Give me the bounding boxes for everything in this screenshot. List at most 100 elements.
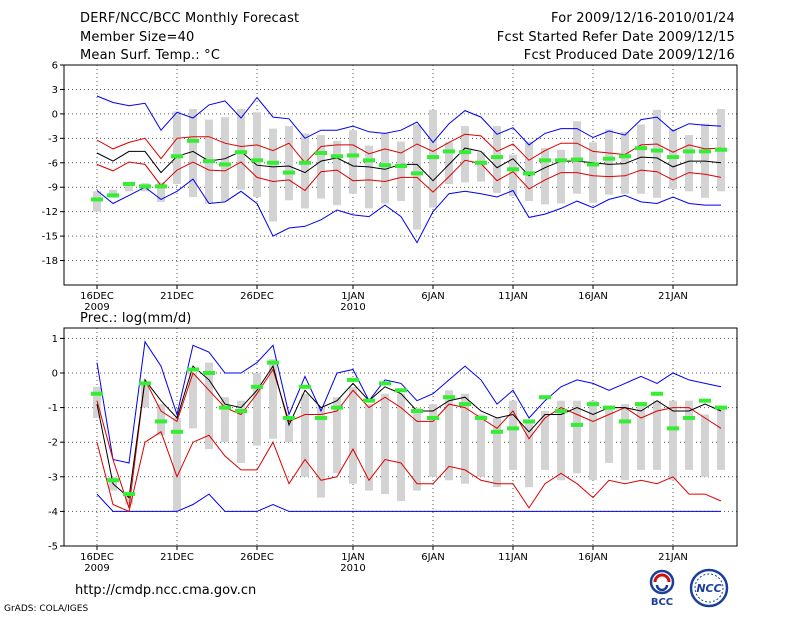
prec-max-line: [96, 340, 722, 464]
temp-marker: [331, 154, 343, 159]
temp-box: [621, 131, 629, 194]
prec-box: [269, 359, 277, 439]
temp-marker: [683, 149, 695, 154]
grads-credit: GrADS: COLA/IGES: [4, 604, 89, 614]
temp-marker: [267, 160, 279, 165]
temp-frame: [63, 64, 738, 286]
temp-marker: [459, 150, 471, 155]
temp-marker: [379, 163, 391, 168]
prec-marker: [667, 426, 679, 431]
prec-marker: [267, 360, 279, 365]
prec-ytick-label: 1: [52, 334, 58, 345]
temp-box: [525, 141, 533, 202]
prec-marker: [699, 398, 711, 403]
temp-box: [685, 135, 693, 192]
temp-box: [605, 129, 613, 195]
prec-box: [557, 400, 565, 481]
prec-box: [621, 404, 629, 481]
temp-min-line: [96, 178, 721, 244]
temp-box: [253, 112, 261, 197]
bcc-logo: BCC: [649, 569, 675, 608]
prec-box: [349, 386, 357, 484]
temp-marker: [507, 167, 519, 172]
temp-xtick-label: 1JAN: [341, 291, 364, 302]
temp-box: [333, 140, 341, 206]
prec-box: [589, 400, 597, 481]
prec-marker: [379, 381, 391, 386]
forecast-start-date: Fcst Started Refer Date 2009/12/15: [496, 30, 735, 45]
prec-marker: [219, 405, 231, 410]
prec-box: [285, 417, 293, 443]
temp-box: [445, 142, 453, 184]
prec-box: [173, 417, 181, 512]
prec-xtick-label: 6JAN: [421, 552, 444, 563]
prec-marker: [235, 409, 247, 414]
prec-mean-line: [96, 364, 722, 499]
temp-marker: [91, 197, 103, 202]
prec-marker: [603, 405, 615, 410]
temp-marker: [635, 146, 647, 151]
prec-marker: [539, 395, 551, 400]
prec-marker: [299, 384, 311, 389]
temp-box: [589, 142, 597, 203]
chart-title: DERF/NCC/BCC Monthly Forecast: [80, 11, 300, 26]
temp-marker: [347, 153, 359, 158]
prec-box: [365, 404, 373, 491]
prec-min-line: [96, 493, 721, 512]
temp-box: [653, 109, 661, 198]
prec-box: [413, 407, 421, 491]
temp-lower-percentile-line: [96, 159, 722, 193]
temp-box: [93, 191, 101, 212]
temp-marker: [699, 149, 711, 154]
prec-box: [541, 411, 549, 470]
temp-box: [317, 135, 325, 199]
prec-ytick-label: -4: [48, 507, 58, 518]
temp-box: [285, 126, 293, 201]
temp-marker: [155, 184, 167, 189]
temp-box: [573, 121, 581, 194]
temp-ytick-label: 6: [52, 61, 58, 72]
prec-xtick-label: 11JAN: [498, 552, 528, 563]
temp-xtick-label: 6JAN: [421, 291, 444, 302]
website-url[interactable]: http://cmdp.ncc.cma.gov.cn: [75, 583, 257, 598]
prec-marker: [283, 415, 295, 420]
temp-box: [349, 130, 357, 194]
temp-marker: [363, 158, 375, 163]
prec-box: [189, 372, 197, 429]
prec-box: [573, 400, 581, 474]
temp-marker: [555, 158, 567, 163]
temp-xtick-year: 2009: [84, 302, 109, 313]
prec-marker: [587, 402, 599, 407]
temp-marker: [171, 154, 183, 159]
temp-marker: [667, 155, 679, 160]
prec-marker: [683, 415, 695, 420]
temp-box: [477, 152, 485, 182]
temp-xtick-label: 26DEC: [240, 291, 274, 302]
temp-marker: [107, 193, 119, 198]
prec-box: [205, 362, 213, 450]
temp-ytick-label: -3: [48, 134, 58, 145]
prec-upper-percentile-line: [96, 368, 722, 509]
prec-marker: [427, 415, 439, 420]
prec-xtick-year: 2010: [340, 563, 365, 574]
prec-box: [333, 397, 341, 474]
prec-box: [237, 400, 245, 463]
prec-box: [253, 372, 261, 446]
prec-box: [429, 404, 437, 477]
prec-marker: [507, 426, 519, 431]
temp-box: [493, 126, 501, 193]
prec-frame: [63, 327, 738, 547]
prec-lower-percentile-line: [96, 431, 722, 513]
temp-marker: [139, 184, 151, 189]
bcc-logo-text: BCC: [651, 597, 673, 608]
prec-marker: [203, 370, 215, 375]
temp-marker: [523, 171, 535, 176]
temp-marker: [491, 155, 503, 160]
prec-box: [525, 421, 533, 488]
temp-xtick-label: 11JAN: [498, 291, 528, 302]
temp-marker: [315, 151, 327, 155]
temp-marker: [715, 147, 727, 152]
prec-ytick-label: 0: [52, 368, 58, 379]
prec-marker: [523, 419, 535, 424]
